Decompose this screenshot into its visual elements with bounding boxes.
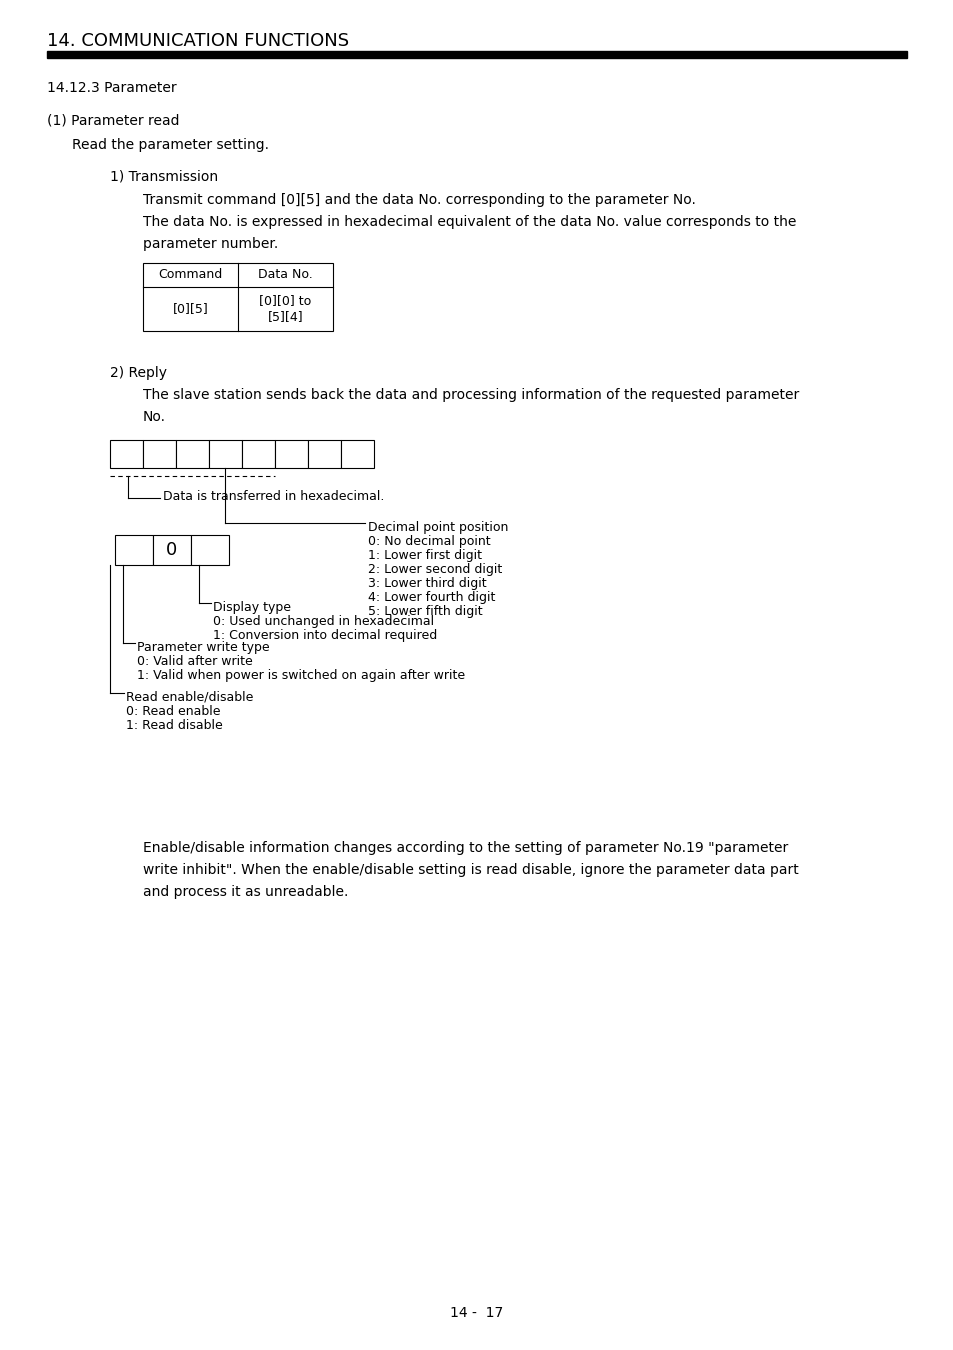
Text: 4: Lower fourth digit: 4: Lower fourth digit <box>368 591 495 603</box>
Text: Transmit command [0][5] and the data No. corresponding to the parameter No.: Transmit command [0][5] and the data No.… <box>143 193 695 207</box>
Text: 2) Reply: 2) Reply <box>110 366 167 379</box>
Bar <box>110 440 143 468</box>
Text: parameter number.: parameter number. <box>143 238 278 251</box>
Text: Data is transferred in hexadecimal.: Data is transferred in hexadecimal. <box>163 490 384 504</box>
Text: 5: Lower fifth digit: 5: Lower fifth digit <box>368 605 482 618</box>
Text: Parameter write type: Parameter write type <box>137 641 270 653</box>
Text: Decimal point position: Decimal point position <box>368 521 508 535</box>
Text: Read the parameter setting.: Read the parameter setting. <box>71 138 269 153</box>
Text: Enable/disable information changes according to the setting of parameter No.19 ": Enable/disable information changes accor… <box>143 841 787 855</box>
Bar <box>47 51 906 58</box>
Text: Read enable/disable: Read enable/disable <box>126 691 253 703</box>
Bar <box>340 440 374 468</box>
Bar <box>143 440 175 468</box>
Text: [0][5]: [0][5] <box>172 302 208 316</box>
Bar <box>143 263 333 331</box>
Text: 0: 0 <box>166 541 177 559</box>
Text: 3: Lower third digit: 3: Lower third digit <box>368 576 486 590</box>
Text: 0: Read enable: 0: Read enable <box>126 705 220 718</box>
Text: The data No. is expressed in hexadecimal equivalent of the data No. value corres: The data No. is expressed in hexadecimal… <box>143 215 796 230</box>
Text: 1) Transmission: 1) Transmission <box>110 169 218 184</box>
Text: 0: Valid after write: 0: Valid after write <box>137 655 253 668</box>
Text: (1) Parameter read: (1) Parameter read <box>47 113 179 128</box>
Bar <box>242 440 274 468</box>
Bar <box>152 535 191 566</box>
Bar <box>209 440 242 468</box>
Text: 1: Valid when power is switched on again after write: 1: Valid when power is switched on again… <box>137 670 465 682</box>
Text: 1: Lower first digit: 1: Lower first digit <box>368 549 481 562</box>
Text: No.: No. <box>143 410 166 424</box>
Text: [5][4]: [5][4] <box>268 310 303 324</box>
Bar <box>274 440 308 468</box>
Text: 14. COMMUNICATION FUNCTIONS: 14. COMMUNICATION FUNCTIONS <box>47 32 349 50</box>
Text: Data No.: Data No. <box>258 269 313 282</box>
Text: The slave station sends back the data and processing information of the requeste: The slave station sends back the data an… <box>143 387 799 402</box>
Bar <box>191 535 229 566</box>
Text: Display type: Display type <box>213 601 291 614</box>
Text: 0: Used unchanged in hexadecimal: 0: Used unchanged in hexadecimal <box>213 616 434 628</box>
Text: 14.12.3 Parameter: 14.12.3 Parameter <box>47 81 176 95</box>
Text: [0][0] to: [0][0] to <box>259 294 312 308</box>
Text: 1: Read disable: 1: Read disable <box>126 720 222 732</box>
Bar <box>115 535 152 566</box>
Text: Command: Command <box>158 269 222 282</box>
Text: write inhibit". When the enable/disable setting is read disable, ignore the para: write inhibit". When the enable/disable … <box>143 863 798 878</box>
Bar <box>308 440 340 468</box>
Text: and process it as unreadable.: and process it as unreadable. <box>143 886 348 899</box>
Text: 0: No decimal point: 0: No decimal point <box>368 535 490 548</box>
Text: 1: Conversion into decimal required: 1: Conversion into decimal required <box>213 629 436 643</box>
Text: 2: Lower second digit: 2: Lower second digit <box>368 563 501 576</box>
Text: 14 -  17: 14 - 17 <box>450 1305 503 1320</box>
Bar <box>175 440 209 468</box>
